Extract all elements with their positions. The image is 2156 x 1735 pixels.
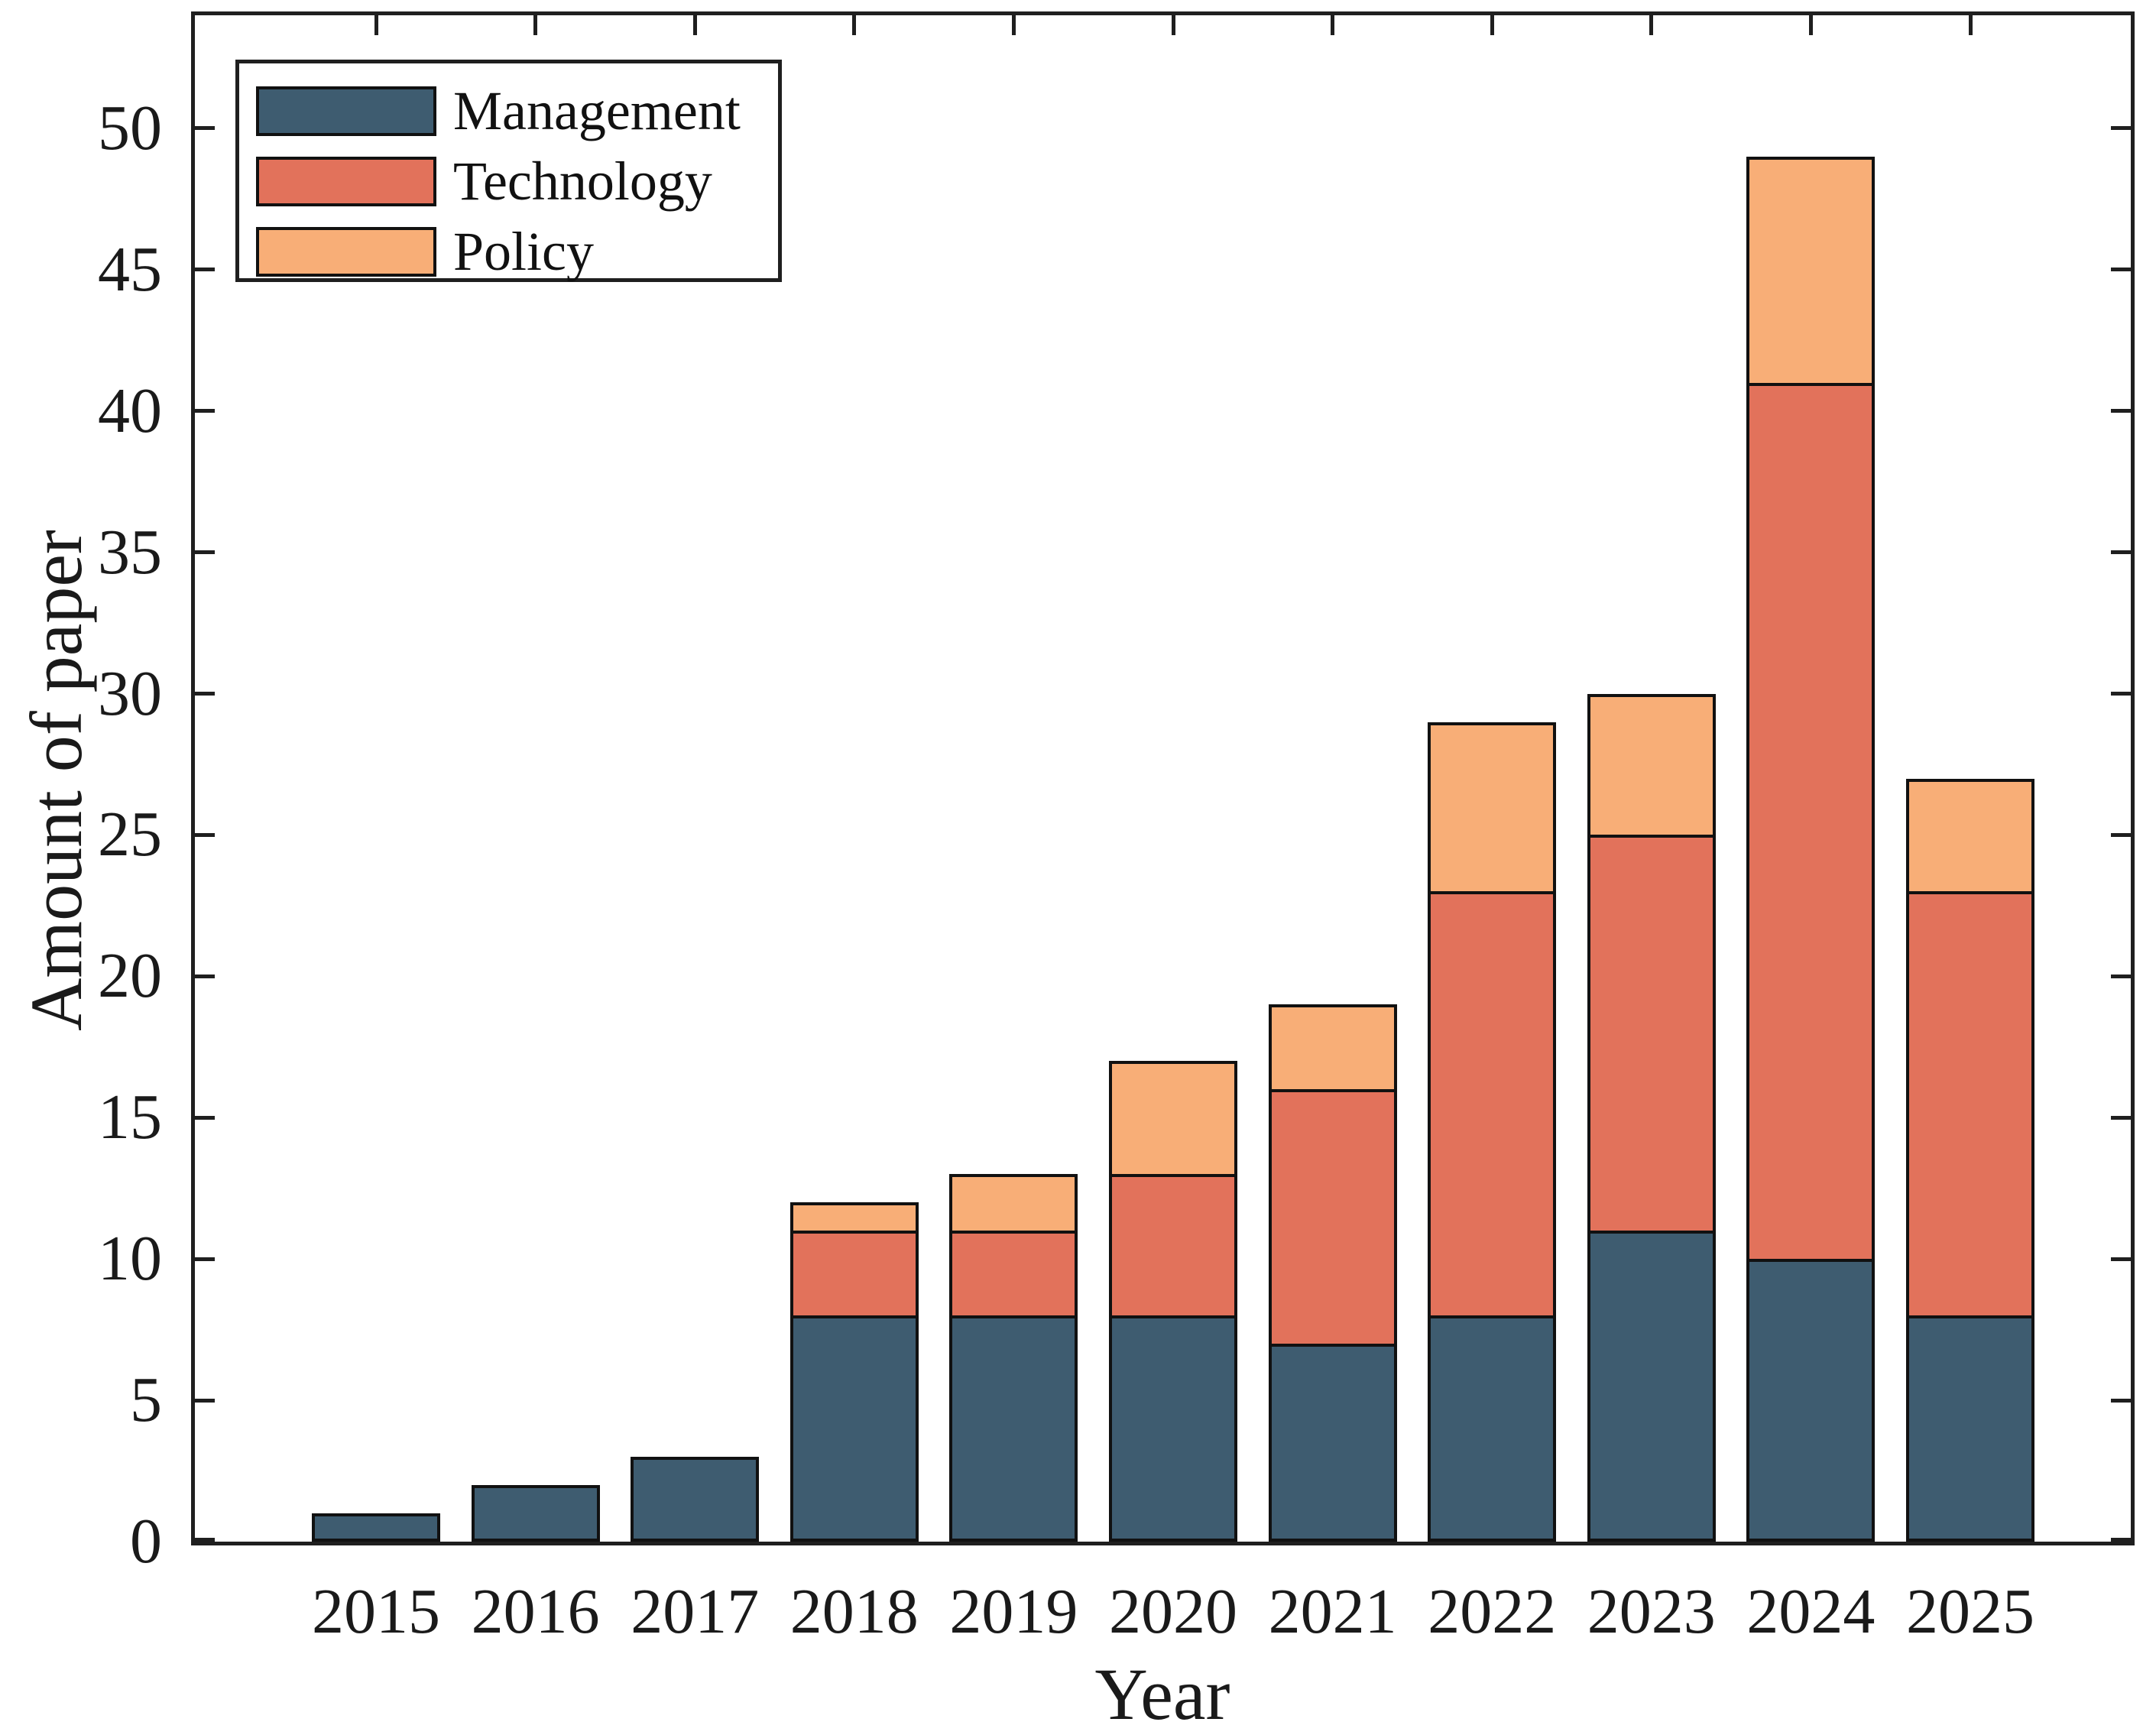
y-tick-label-35: 35 (98, 516, 162, 588)
y-tick-left-15 (195, 1115, 215, 1120)
y-tick-right-20 (2111, 974, 2131, 978)
y-tick-label-0: 0 (130, 1506, 162, 1577)
bar-segment-2023-technology (1587, 835, 1716, 1234)
y-tick-label-45: 45 (98, 233, 162, 305)
legend-item-policy: Policy (256, 216, 778, 287)
y-tick-right-0 (2111, 1538, 2131, 1542)
bar-segment-2025-policy (1906, 778, 2034, 895)
legend-swatch-management (256, 86, 436, 136)
x-tick-top-2018 (852, 15, 857, 35)
y-tick-left-5 (195, 1398, 215, 1403)
y-tick-left-45 (195, 268, 215, 272)
x-tick-label-2024: 2024 (1746, 1576, 1876, 1647)
x-tick-top-2022 (1490, 15, 1494, 35)
y-tick-right-5 (2111, 1398, 2131, 1403)
y-tick-left-35 (195, 550, 215, 555)
bar-segment-2022-technology (1428, 891, 1557, 1319)
plot-area (191, 11, 2135, 1545)
y-tick-label-50: 50 (98, 92, 162, 164)
y-tick-right-10 (2111, 1257, 2131, 1261)
bar-segment-2019-management (949, 1315, 1078, 1542)
legend-label-management: Management (453, 80, 741, 141)
y-tick-label-20: 20 (98, 940, 162, 1012)
y-tick-label-30: 30 (98, 657, 162, 729)
bar-segment-2023-management (1587, 1231, 1716, 1542)
y-tick-label-10: 10 (98, 1223, 162, 1295)
bar-segment-2019-policy (949, 1174, 1078, 1234)
x-tick-label-2015: 2015 (312, 1576, 440, 1647)
x-tick-label-2021: 2021 (1268, 1576, 1397, 1647)
bar-segment-2021-policy (1268, 1004, 1397, 1093)
bar-segment-2016-management (471, 1485, 600, 1542)
legend-label-policy: Policy (453, 221, 595, 282)
y-tick-right-45 (2111, 268, 2131, 272)
bar-segment-2015-management (312, 1513, 440, 1542)
bar-segment-2025-management (1906, 1315, 2034, 1542)
y-tick-right-50 (2111, 126, 2131, 131)
bar-segment-2024-management (1746, 1259, 1876, 1542)
y-tick-label-5: 5 (130, 1364, 162, 1436)
x-tick-label-2022: 2022 (1428, 1576, 1557, 1647)
x-tick-top-2015 (374, 15, 378, 35)
y-tick-left-25 (195, 832, 215, 837)
x-tick-top-2021 (1331, 15, 1335, 35)
x-tick-top-2020 (1171, 15, 1175, 35)
y-tick-right-35 (2111, 550, 2131, 555)
y-tick-right-15 (2111, 1115, 2131, 1120)
y-tick-label-15: 15 (98, 1082, 162, 1153)
x-tick-label-2019: 2019 (949, 1576, 1078, 1647)
bar-segment-2020-technology (1109, 1174, 1237, 1319)
y-tick-label-40: 40 (98, 375, 162, 446)
bar-segment-2018-technology (789, 1231, 919, 1319)
x-tick-top-2023 (1649, 15, 1654, 35)
y-tick-right-25 (2111, 832, 2131, 837)
y-tick-left-10 (195, 1257, 215, 1261)
bar-segment-2018-policy (789, 1202, 919, 1234)
legend-item-management: Management (256, 76, 778, 146)
bar-segment-2024-policy (1746, 156, 1876, 386)
bar-segment-2022-policy (1428, 722, 1557, 895)
bar-segment-2020-management (1109, 1315, 1237, 1542)
bar-segment-2025-technology (1906, 891, 2034, 1319)
x-tick-label-2020: 2020 (1109, 1576, 1237, 1647)
x-axis-title: Year (1094, 1653, 1230, 1735)
bar-segment-2023-policy (1587, 693, 1716, 838)
legend: Management Technology Policy (235, 60, 782, 282)
x-tick-label-2023: 2023 (1587, 1576, 1716, 1647)
y-tick-left-20 (195, 974, 215, 978)
legend-swatch-technology (256, 156, 436, 206)
y-tick-left-40 (195, 409, 215, 413)
y-tick-left-0 (195, 1538, 215, 1542)
bar-segment-2017-management (631, 1457, 760, 1542)
x-tick-label-2018: 2018 (789, 1576, 919, 1647)
y-tick-right-40 (2111, 409, 2131, 413)
legend-swatch-policy (256, 226, 436, 277)
bar-segment-2019-technology (949, 1231, 1078, 1319)
bar-segment-2018-management (789, 1315, 919, 1542)
x-tick-top-2019 (1011, 15, 1016, 35)
bar-segment-2024-technology (1746, 382, 1876, 1263)
y-tick-right-30 (2111, 692, 2131, 696)
x-tick-top-2016 (533, 15, 538, 35)
x-tick-top-2017 (692, 15, 697, 35)
x-tick-top-2025 (1968, 15, 1973, 35)
x-tick-label-2017: 2017 (631, 1576, 760, 1647)
x-tick-top-2024 (1808, 15, 1813, 35)
legend-label-technology: Technology (453, 151, 712, 212)
y-tick-left-30 (195, 692, 215, 696)
legend-item-technology: Technology (256, 146, 778, 216)
x-tick-label-2016: 2016 (471, 1576, 600, 1647)
bar-segment-2021-technology (1268, 1089, 1397, 1347)
y-tick-left-50 (195, 126, 215, 131)
bar-segment-2021-management (1268, 1344, 1397, 1542)
x-tick-label-2025: 2025 (1906, 1576, 2034, 1647)
bar-segment-2020-policy (1109, 1061, 1237, 1178)
bar-segment-2022-management (1428, 1315, 1557, 1542)
y-tick-label-25: 25 (98, 799, 162, 871)
